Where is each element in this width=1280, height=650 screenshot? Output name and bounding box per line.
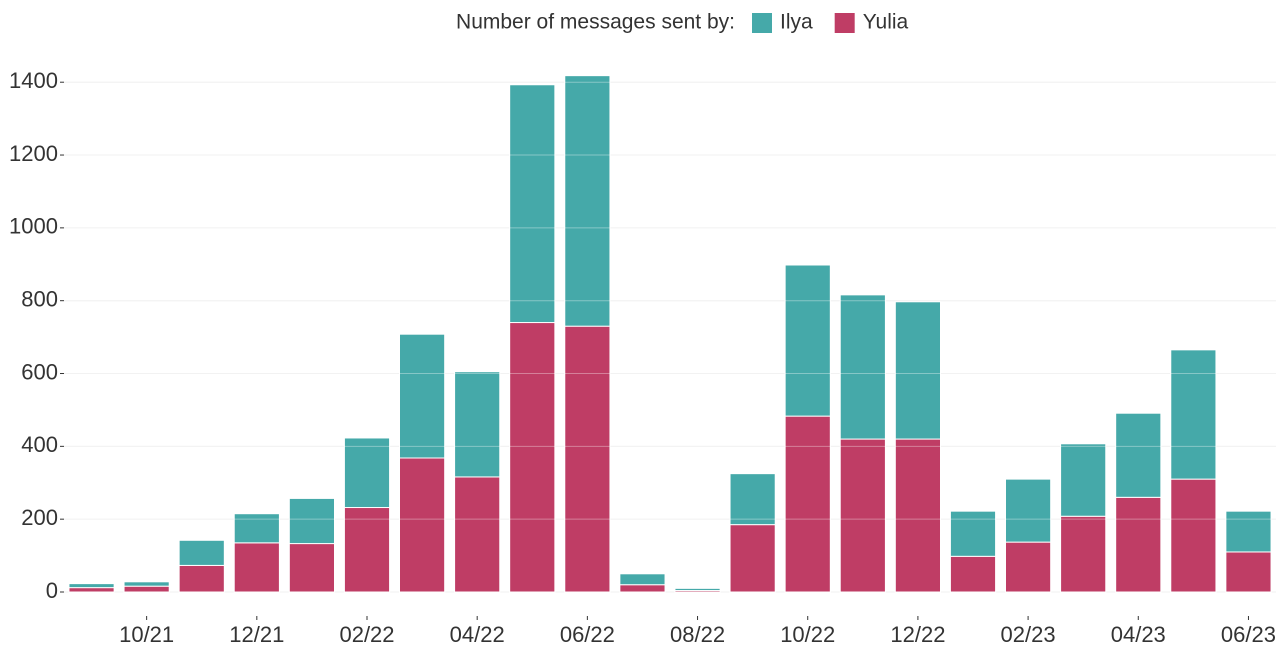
bar bbox=[509, 322, 556, 593]
bar bbox=[949, 555, 997, 593]
bar bbox=[1115, 412, 1162, 498]
bar bbox=[839, 294, 886, 440]
bar bbox=[1005, 541, 1052, 593]
bar bbox=[564, 75, 611, 327]
bar bbox=[839, 438, 886, 593]
bar bbox=[288, 543, 335, 593]
bar bbox=[288, 497, 335, 545]
x-tick-label: 04/22 bbox=[450, 622, 505, 647]
bar bbox=[1115, 496, 1162, 593]
bar bbox=[343, 507, 391, 593]
bar bbox=[1005, 478, 1052, 543]
y-tick-label: 0 bbox=[46, 578, 58, 603]
bar bbox=[68, 587, 115, 593]
y-tick-label: 1400 bbox=[9, 68, 58, 93]
bar bbox=[399, 333, 446, 459]
x-tick-label: 02/22 bbox=[339, 622, 394, 647]
bar bbox=[784, 264, 831, 417]
bar bbox=[674, 587, 721, 592]
legend-swatch bbox=[752, 13, 772, 33]
bar bbox=[1170, 478, 1217, 593]
bar bbox=[399, 457, 446, 593]
bar bbox=[123, 585, 170, 593]
bar bbox=[1225, 510, 1272, 553]
bar bbox=[454, 371, 501, 478]
legend-title: Number of messages sent by: bbox=[456, 11, 735, 34]
y-tick-label: 1000 bbox=[9, 214, 58, 239]
x-tick-label: 10/22 bbox=[780, 622, 835, 647]
bar bbox=[233, 542, 280, 593]
bar bbox=[454, 476, 501, 593]
x-tick-label: 06/23 bbox=[1221, 622, 1276, 647]
y-tick-label: 800 bbox=[21, 287, 58, 312]
bar bbox=[894, 438, 941, 593]
bar bbox=[178, 564, 225, 593]
bar bbox=[178, 539, 225, 566]
bar bbox=[343, 437, 391, 509]
bar bbox=[68, 583, 115, 589]
bar bbox=[1225, 551, 1272, 593]
x-tick-label: 02/23 bbox=[1001, 622, 1056, 647]
legend-swatch bbox=[834, 13, 855, 33]
x-tick-label: 06/22 bbox=[560, 622, 615, 647]
x-tick-label: 10/21 bbox=[119, 622, 174, 647]
legend-label: Ilya bbox=[780, 11, 813, 34]
x-tick-label: 12/21 bbox=[229, 622, 284, 647]
x-tick-label: 08/22 bbox=[670, 622, 725, 647]
bar bbox=[1170, 349, 1217, 480]
y-tick-label: 1200 bbox=[9, 141, 58, 166]
x-tick-label: 12/22 bbox=[890, 622, 945, 647]
bar bbox=[564, 325, 611, 593]
y-tick-label: 600 bbox=[21, 359, 58, 384]
bar bbox=[1060, 515, 1107, 593]
legend-label: Yulia bbox=[863, 11, 909, 34]
bar bbox=[123, 581, 170, 587]
x-tick-label: 04/23 bbox=[1111, 622, 1166, 647]
bar bbox=[509, 84, 556, 324]
bar bbox=[619, 584, 666, 593]
bar bbox=[894, 301, 941, 440]
bar bbox=[729, 473, 776, 526]
bar bbox=[233, 513, 280, 544]
bar bbox=[729, 524, 776, 593]
y-tick-label: 200 bbox=[21, 505, 58, 530]
y-tick-label: 400 bbox=[21, 432, 58, 457]
bar bbox=[619, 573, 666, 586]
bar bbox=[784, 415, 831, 593]
bar bbox=[1060, 443, 1107, 517]
bar bbox=[949, 510, 997, 557]
